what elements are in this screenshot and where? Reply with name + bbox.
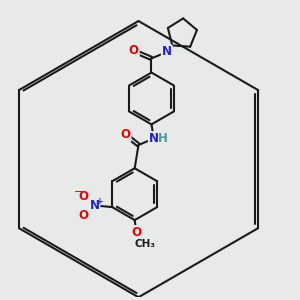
- Text: N: N: [90, 199, 100, 212]
- Text: +: +: [96, 197, 104, 206]
- Text: O: O: [121, 128, 130, 141]
- Text: CH₃: CH₃: [134, 238, 155, 249]
- Text: H: H: [158, 132, 168, 145]
- Text: O: O: [131, 226, 141, 239]
- Text: O: O: [129, 44, 139, 57]
- Text: O: O: [78, 190, 88, 203]
- Text: −: −: [74, 187, 83, 197]
- Text: N: N: [149, 132, 159, 145]
- Text: O: O: [78, 208, 88, 222]
- Text: N: N: [162, 45, 172, 58]
